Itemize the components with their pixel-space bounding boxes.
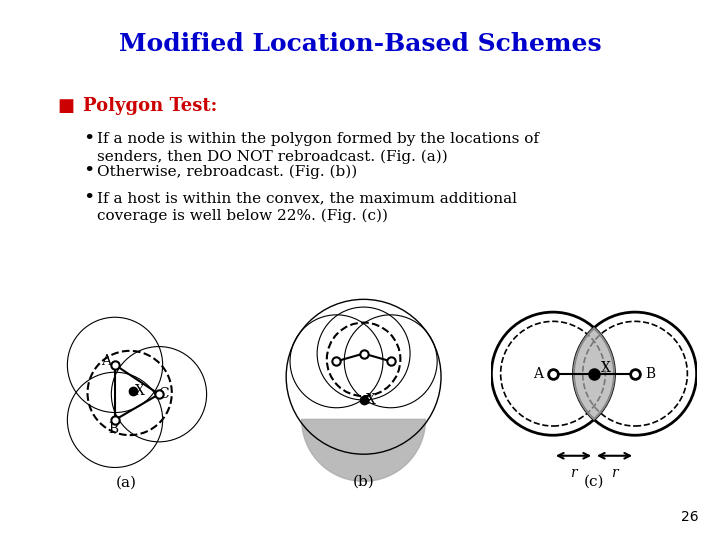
Text: (a): (a) bbox=[115, 476, 137, 489]
Text: X: X bbox=[601, 361, 611, 375]
Text: X: X bbox=[135, 383, 145, 397]
Text: r: r bbox=[611, 466, 618, 480]
Text: senders, then DO NOT rebroadcast. (Fig. (a)): senders, then DO NOT rebroadcast. (Fig. … bbox=[97, 150, 448, 164]
Text: X: X bbox=[366, 393, 377, 407]
Text: r: r bbox=[570, 466, 577, 480]
Text: •: • bbox=[83, 189, 94, 207]
Text: 26: 26 bbox=[681, 510, 698, 524]
Text: •: • bbox=[83, 130, 94, 147]
Text: If a node is within the polygon formed by the locations of: If a node is within the polygon formed b… bbox=[97, 132, 539, 146]
Text: ■: ■ bbox=[58, 97, 75, 115]
Text: A: A bbox=[533, 367, 543, 381]
Text: (b): (b) bbox=[353, 475, 374, 489]
Text: A: A bbox=[101, 354, 111, 368]
Text: B: B bbox=[108, 422, 118, 436]
Text: Modified Location-Based Schemes: Modified Location-Based Schemes bbox=[119, 32, 601, 56]
Text: coverage is well below 22%. (Fig. (c)): coverage is well below 22%. (Fig. (c)) bbox=[97, 209, 388, 224]
Text: •: • bbox=[83, 162, 94, 180]
Text: B: B bbox=[645, 367, 655, 381]
Polygon shape bbox=[574, 328, 614, 420]
Text: Otherwise, rebroadcast. (Fig. (b)): Otherwise, rebroadcast. (Fig. (b)) bbox=[97, 165, 357, 179]
Text: C: C bbox=[158, 387, 168, 401]
Text: If a host is within the convex, the maximum additional: If a host is within the convex, the maxi… bbox=[97, 192, 517, 206]
Text: (c): (c) bbox=[584, 475, 604, 489]
Polygon shape bbox=[302, 420, 426, 481]
Text: Polygon Test:: Polygon Test: bbox=[83, 97, 217, 115]
